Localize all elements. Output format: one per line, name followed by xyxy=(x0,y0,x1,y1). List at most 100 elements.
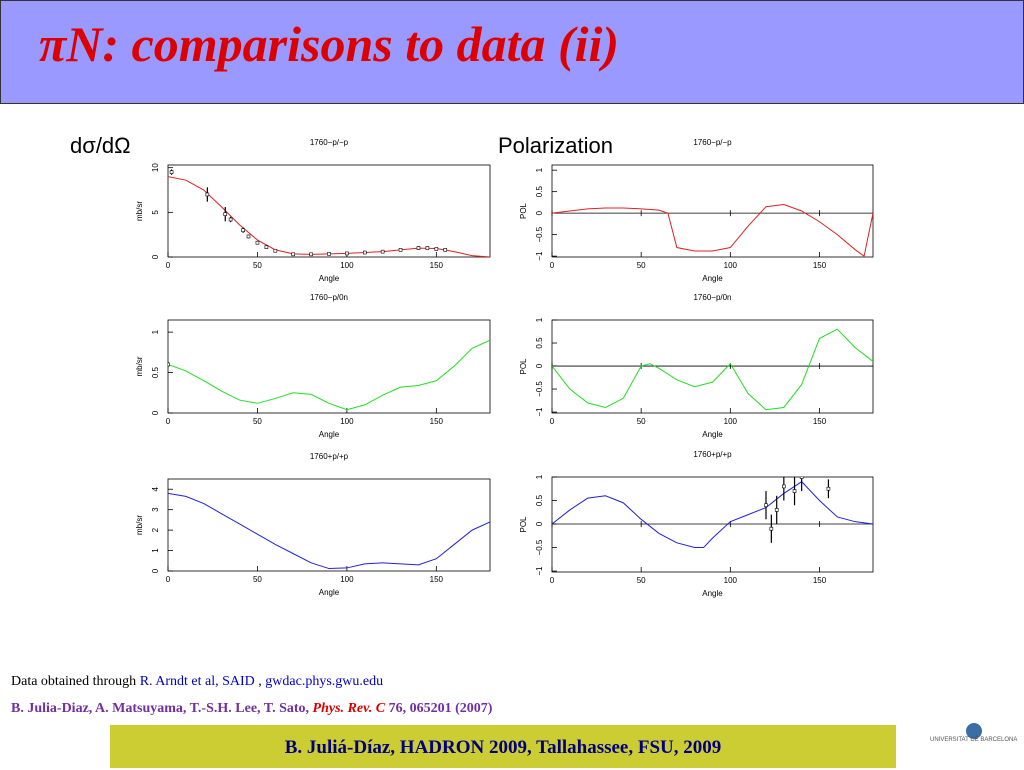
x-tick-label: 50 xyxy=(253,575,262,584)
frame xyxy=(167,478,491,572)
y-tick-label: −1 xyxy=(535,251,544,261)
x-axis-label: Angle xyxy=(702,589,723,598)
x-tick-label: 50 xyxy=(253,417,262,426)
y-axis-label: POL xyxy=(519,516,528,533)
curve xyxy=(168,176,490,257)
data-point xyxy=(228,217,233,222)
data-point xyxy=(205,192,210,197)
y-tick-label: 3 xyxy=(151,507,160,512)
x-axis-label: Angle xyxy=(702,430,723,439)
chart-title: 1760+p/+p xyxy=(310,452,349,461)
title: πN: comparisons to data (ii) xyxy=(39,16,620,72)
data-point xyxy=(291,252,296,257)
x-tick-label: 150 xyxy=(430,575,444,584)
y-axis-label: POL xyxy=(519,202,528,219)
y-tick-label: 0 xyxy=(535,521,544,526)
panel-label: dσ/dΩ xyxy=(70,133,131,158)
data-point xyxy=(434,247,439,251)
x-tick-label: 100 xyxy=(724,417,738,426)
y-tick-label: 1 xyxy=(535,474,544,479)
frame xyxy=(167,319,491,414)
y-tick-label: 0 xyxy=(535,363,544,368)
x-tick-label: 0 xyxy=(550,417,555,426)
y-tick-label: 0.5 xyxy=(535,337,544,349)
y-tick-label: 1 xyxy=(535,167,544,172)
banner: B. Juliá-Díaz, HADRON 2009, Tallahassee,… xyxy=(110,725,896,768)
curve xyxy=(552,204,873,257)
footnote: Data obtained through R. Arndt et al, SA… xyxy=(11,674,383,690)
x-tick-label: 0 xyxy=(166,575,171,584)
data-point xyxy=(380,249,385,254)
curve xyxy=(168,492,490,570)
x-axis-label: Angle xyxy=(319,274,340,283)
logo-icon xyxy=(966,723,982,739)
curve xyxy=(552,328,873,411)
y-axis-label: mb/sr xyxy=(135,356,144,376)
x-tick-label: 150 xyxy=(813,417,827,426)
text: Data obtained through xyxy=(11,674,140,689)
y-tick-label: 5 xyxy=(151,210,160,215)
data-point xyxy=(309,252,313,257)
data-point xyxy=(246,234,251,239)
y-tick-label: −0.5 xyxy=(535,539,544,555)
y-tick-label: 1 xyxy=(151,548,160,553)
x-tick-label: 50 xyxy=(637,417,646,426)
data-point xyxy=(327,252,331,256)
y-tick-label: 2 xyxy=(151,527,160,532)
frame xyxy=(167,164,491,258)
x-tick-label: 0 xyxy=(550,261,555,270)
frame xyxy=(551,476,874,573)
x-tick-label: 150 xyxy=(813,576,827,585)
data-point xyxy=(264,245,269,249)
x-tick-label: 50 xyxy=(637,576,646,585)
y-tick-label: 10 xyxy=(151,163,160,172)
x-tick-label: 150 xyxy=(813,261,827,270)
sep: , xyxy=(254,674,266,689)
x-tick-label: 100 xyxy=(340,417,354,426)
y-tick-label: 0.5 xyxy=(535,186,544,198)
header: πN: comparisons to data (ii) xyxy=(0,0,1024,104)
y-axis-label: POL xyxy=(519,358,528,375)
data-point xyxy=(169,170,174,174)
frame xyxy=(551,164,874,258)
data-point xyxy=(362,250,367,255)
x-tick-label: 150 xyxy=(430,417,444,426)
panel-label: Polarization xyxy=(498,133,613,158)
x-tick-label: 50 xyxy=(637,261,646,270)
x-tick-label: 100 xyxy=(340,575,354,584)
ref: 76, 065201 (2007) xyxy=(385,701,493,716)
x-tick-label: 50 xyxy=(253,261,262,270)
y-tick-label: 0.5 xyxy=(151,366,160,378)
y-tick-label: 1 xyxy=(151,329,160,334)
x-tick-label: 150 xyxy=(430,261,444,270)
data-point xyxy=(826,486,831,491)
chart-title: 1760−p/−p xyxy=(310,138,349,147)
x-tick-label: 0 xyxy=(166,261,171,270)
y-axis-label: mb/sr xyxy=(135,515,144,535)
journal: Phys. Rev. C xyxy=(312,701,386,716)
x-tick-label: 100 xyxy=(724,576,738,585)
data-point xyxy=(799,477,804,479)
authors: B. Julia-Diaz, A. Matsuyama, T.-S.H. Lee… xyxy=(11,701,313,716)
data-point xyxy=(774,508,779,512)
frame xyxy=(551,319,874,414)
data-point xyxy=(168,362,170,367)
reference: B. Julia-Diaz, A. Matsuyama, T.-S.H. Lee… xyxy=(11,701,492,717)
y-tick-label: 0 xyxy=(535,210,544,215)
chart-title: 1760+p/+p xyxy=(693,450,732,459)
x-tick-label: 100 xyxy=(724,261,738,270)
y-tick-label: −1 xyxy=(535,407,544,417)
url: gwdac.phys.gwu.edu xyxy=(265,674,384,689)
y-tick-label: 0 xyxy=(151,254,160,259)
x-tick-label: 100 xyxy=(340,261,354,270)
data-point xyxy=(425,246,430,250)
data-point xyxy=(782,484,786,489)
y-tick-label: −0.5 xyxy=(535,381,544,397)
y-tick-label: 4 xyxy=(151,486,160,491)
data-point xyxy=(398,248,403,252)
y-axis-label: mb/sr xyxy=(135,201,144,221)
data-point xyxy=(416,246,421,250)
chart-title: 1760−p/0n xyxy=(693,293,731,302)
